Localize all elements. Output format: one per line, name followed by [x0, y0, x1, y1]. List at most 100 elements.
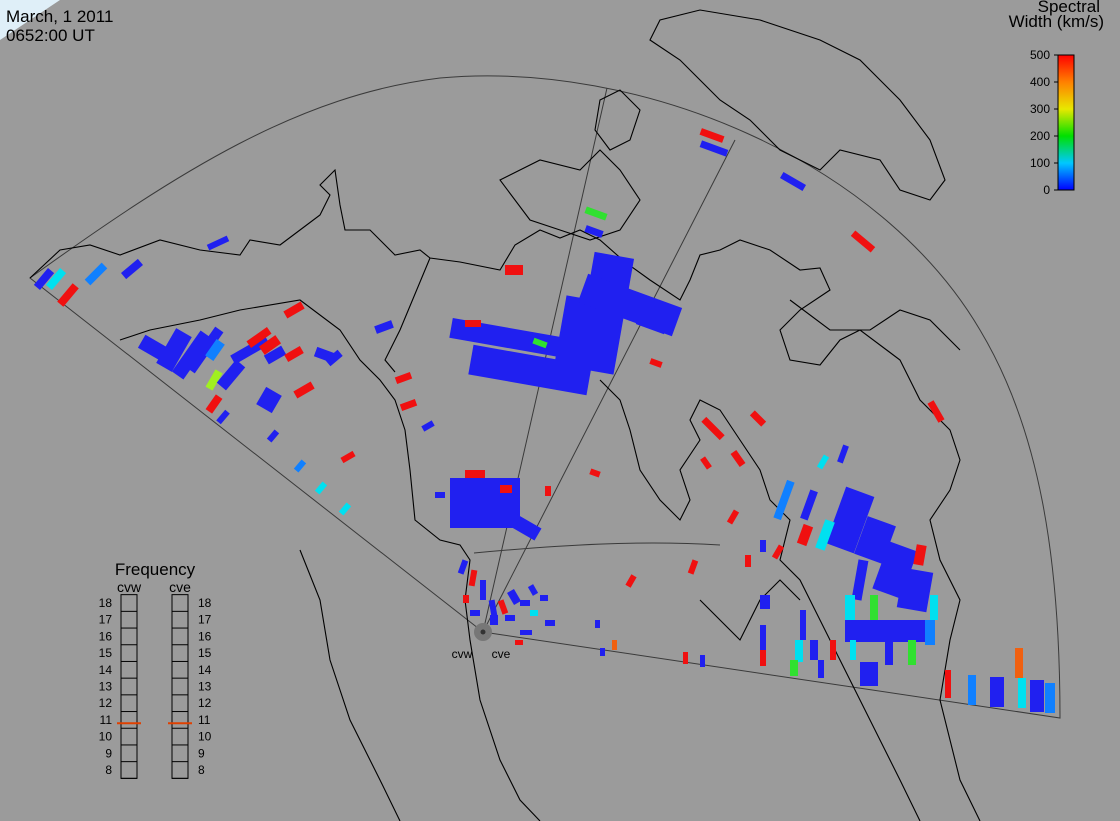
scatter-cell: [796, 523, 814, 547]
scatter-cell: [870, 595, 878, 620]
scatter-cell: [612, 640, 617, 650]
scatter-cell: [860, 662, 878, 686]
frequency-tick-label: 8: [105, 763, 112, 777]
scatter-cell: [930, 595, 938, 620]
radar-name: cvw: [117, 579, 142, 595]
scatter-cell: [137, 334, 168, 361]
scatter-cell: [374, 320, 394, 334]
scatter-cell: [649, 358, 663, 368]
date: March, 1 2011: [6, 7, 113, 26]
scatter-cell: [726, 509, 740, 525]
scatter-cell: [121, 258, 143, 280]
scatter-cell: [771, 544, 785, 560]
radar-site: [480, 629, 486, 635]
frequency-tick-label: 18: [99, 596, 113, 610]
scatter-cell: [845, 620, 925, 642]
scatter-cell: [760, 650, 766, 666]
scatter-cell: [230, 335, 270, 365]
scatter-cell: [246, 327, 272, 348]
scatter-cell: [206, 235, 230, 251]
scatter-cell: [635, 295, 675, 335]
scatter-cell: [1030, 680, 1044, 712]
frequency-tick-label: 17: [99, 613, 113, 627]
scatter-cell: [84, 262, 108, 286]
frequency-tick-label: 9: [105, 746, 112, 760]
scatter-cell: [908, 640, 916, 665]
scale-tick-label: 0: [1043, 183, 1050, 197]
scatter-cell: [338, 502, 352, 516]
frequency-tick-label: 15: [198, 646, 212, 660]
scatter-cell: [205, 338, 225, 362]
scale-title: Spectral: [1038, 0, 1100, 16]
scatter-cell: [156, 328, 192, 372]
frequency-tick-label: 13: [198, 680, 212, 694]
scatter-cell: [800, 610, 806, 640]
scatter-cell: [968, 675, 976, 705]
scatter-cell: [825, 486, 875, 554]
scatter-cell: [830, 640, 836, 660]
scatter-cell: [1015, 648, 1023, 678]
scatter-cell: [683, 652, 688, 664]
scatter-cell: [760, 625, 766, 655]
scatter-cell: [520, 600, 530, 606]
scatter-cell: [545, 486, 551, 496]
scatter-cell: [515, 640, 523, 645]
scatter-cell: [795, 640, 803, 662]
scatter-cell: [816, 454, 830, 470]
scatter-cell: [527, 584, 539, 596]
scatter-cell: [927, 400, 945, 423]
scatter-cell: [468, 569, 478, 587]
scatter-cell: [463, 595, 469, 603]
scatter-cell: [57, 283, 79, 307]
scatter-cell: [505, 265, 523, 275]
frequency-tick-label: 18: [198, 596, 212, 610]
scatter-cell: [205, 394, 223, 414]
scatter-cell: [810, 640, 818, 660]
scatter-cell: [850, 230, 876, 253]
scatter-cell: [625, 574, 637, 588]
frequency-tick-label: 9: [198, 746, 205, 760]
scatter-cell: [730, 449, 746, 468]
scatter-cell: [584, 206, 608, 221]
scatter-cell: [925, 620, 935, 645]
radar-backscatter: [33, 128, 1055, 713]
scatter-cell: [589, 468, 601, 478]
scatter-cell: [256, 386, 282, 414]
scatter-cell: [530, 610, 538, 616]
scatter-cell: [749, 410, 767, 427]
scale-tick-label: 400: [1030, 75, 1050, 89]
scatter-cell: [293, 381, 315, 399]
scatter-cell: [837, 444, 849, 464]
scatter-cell: [171, 330, 213, 380]
scatter-cell: [465, 320, 481, 327]
scatter-cell: [600, 648, 605, 656]
radar-name: cve: [169, 579, 191, 595]
scatter-cell: [532, 337, 548, 349]
frequency-tick-label: 15: [99, 646, 113, 660]
scale-tick-label: 200: [1030, 129, 1050, 143]
scatter-cell: [216, 359, 246, 391]
scatter-cell: [818, 660, 824, 678]
coastlines: [29, 9, 981, 821]
scatter-cell: [505, 615, 515, 621]
scatter-cell: [1045, 683, 1055, 713]
site-label: cve: [492, 647, 511, 661]
frequency-tick-label: 14: [99, 663, 113, 677]
scatter-cell: [258, 335, 282, 355]
frequency-title: Frequency: [115, 560, 196, 579]
scatter-cell: [790, 660, 798, 676]
scatter-cell: [263, 345, 287, 365]
scatter-cell: [45, 268, 67, 290]
scatter-cell: [699, 140, 729, 157]
scatter-cell: [945, 670, 951, 698]
scatter-cell: [457, 559, 469, 575]
frequency-tick-label: 12: [99, 696, 113, 710]
scatter-cell: [850, 640, 856, 660]
frequency-tick-label: 8: [198, 763, 205, 777]
scatter-cell: [595, 620, 600, 628]
scatter-cell: [701, 416, 725, 441]
scatter-cell: [468, 344, 592, 396]
scatter-cell: [745, 555, 751, 567]
